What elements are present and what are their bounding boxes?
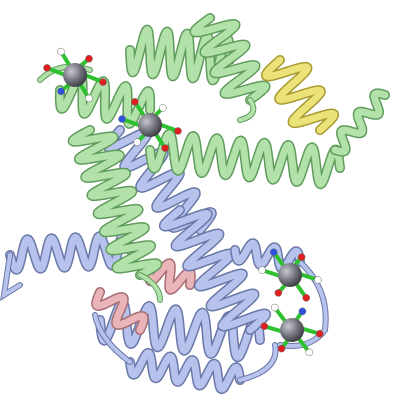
atom [302,294,310,302]
metal-ion [63,63,87,87]
atom [133,138,141,146]
atom [297,253,306,261]
helix [92,288,148,334]
atom [258,266,266,274]
helix [6,231,134,274]
atom [298,307,307,316]
metal-ion [280,318,304,342]
atom [85,54,93,63]
helix [146,130,344,188]
helix [160,206,270,334]
atoms [43,47,324,357]
helix [191,14,269,104]
atom [260,322,269,330]
atom [57,87,65,96]
helix [69,126,161,279]
atom [274,289,283,297]
atom [57,47,65,56]
atom [159,104,167,112]
atom [277,344,286,353]
helix [126,26,234,84]
atom [315,330,324,338]
coil [93,313,278,382]
atom [131,98,139,106]
metal-ion [138,113,162,137]
ribbons [0,13,390,395]
coil [238,98,256,122]
atom [174,127,182,135]
atom [305,348,314,357]
atom [314,276,322,284]
helix [331,89,389,156]
atom [85,94,93,103]
metal-ion [278,263,302,287]
coil [138,273,162,302]
helix [231,239,304,273]
atom [99,78,107,86]
coil [1,253,22,299]
atom [270,303,279,312]
helix [262,56,338,134]
helix [126,349,244,393]
atom [43,64,51,72]
atom [161,144,169,152]
atom [118,115,126,123]
atom [270,248,278,256]
